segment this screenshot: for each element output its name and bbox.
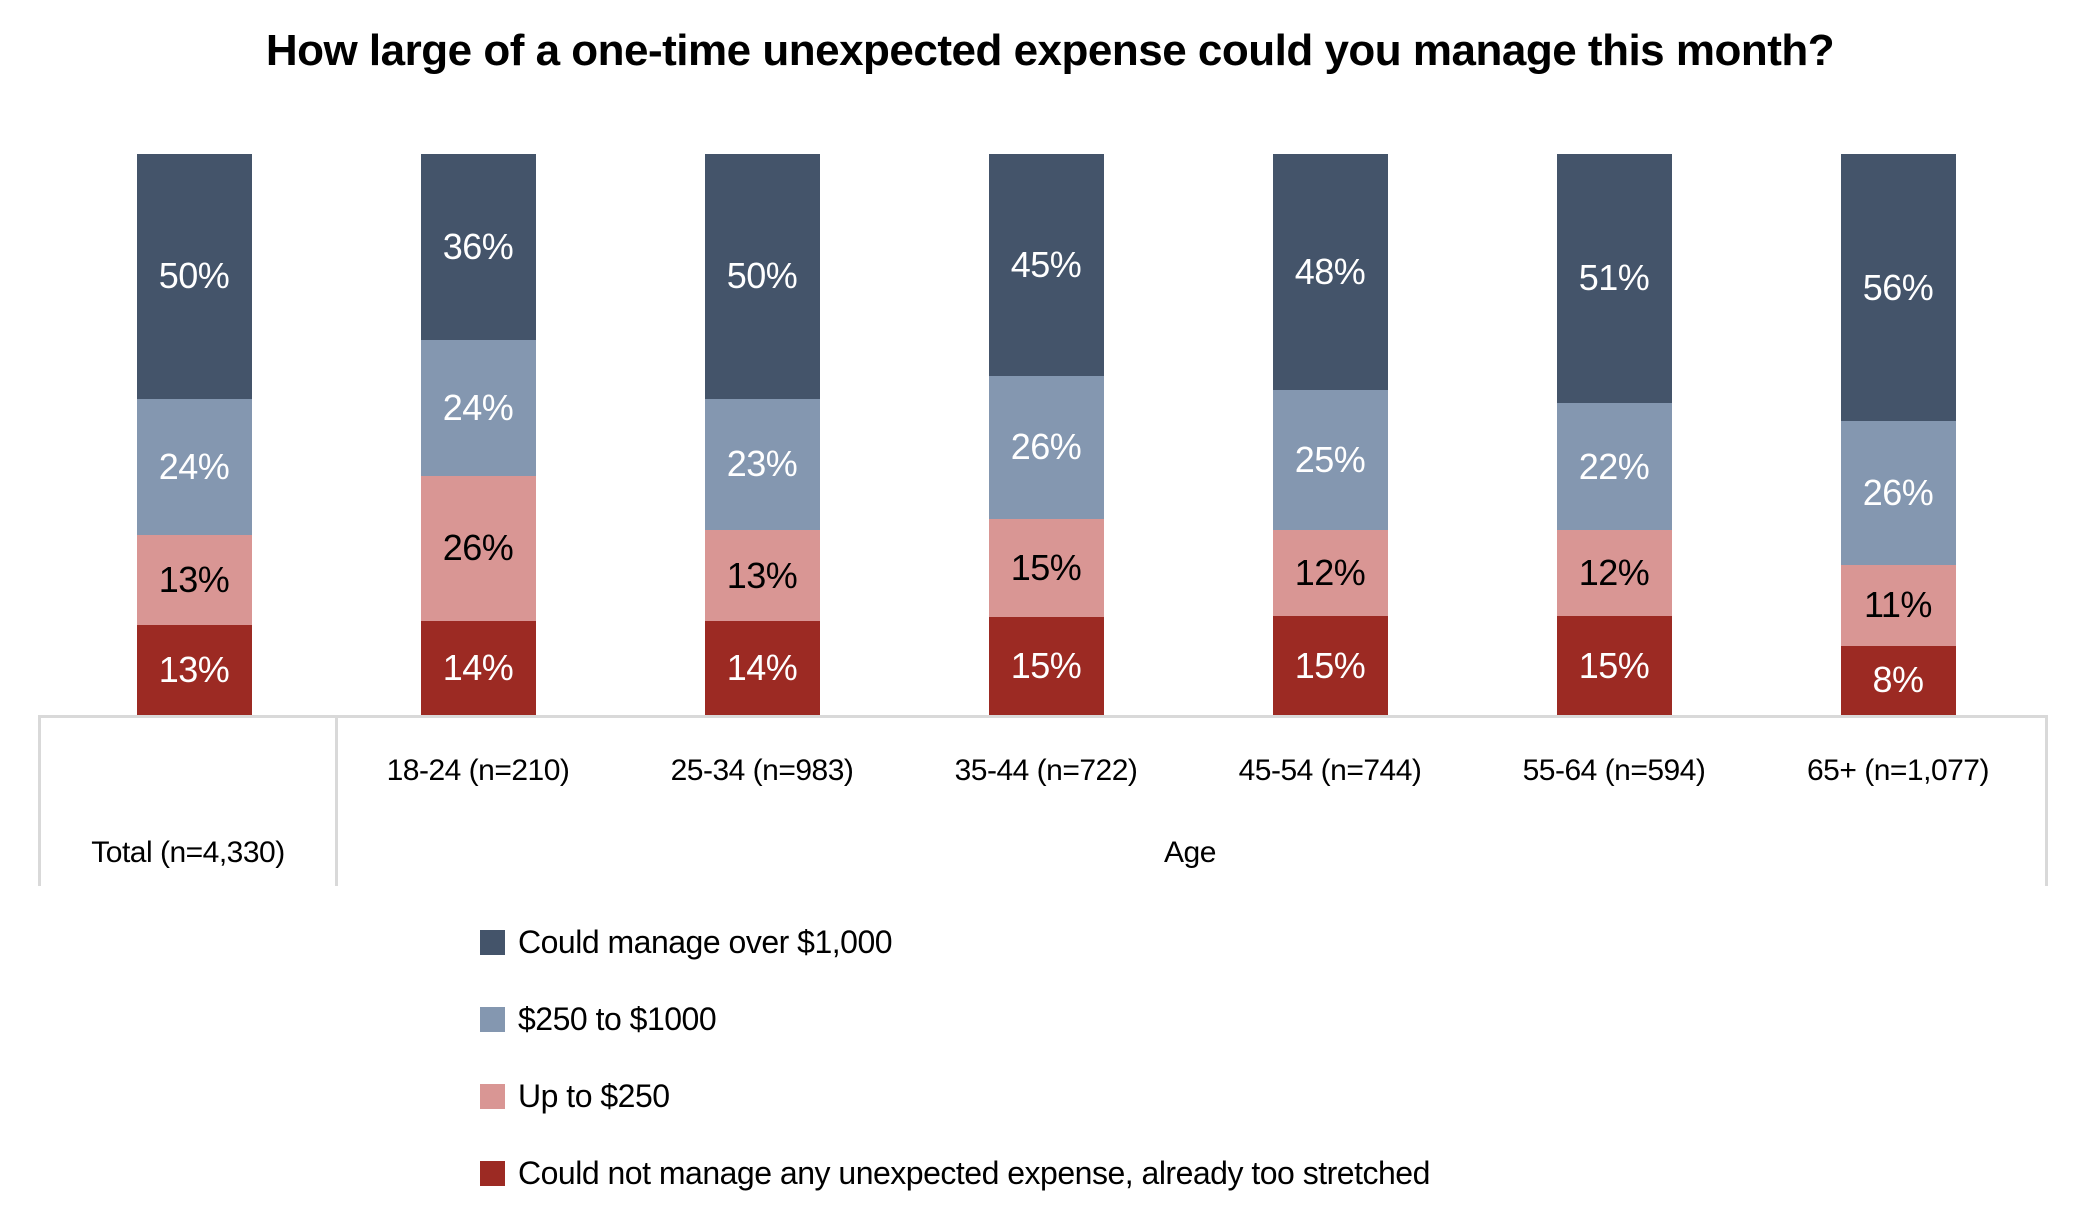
axis-category-label: 45-54 (n=744) — [1238, 754, 1422, 787]
bar-segment: 12% — [1272, 530, 1388, 617]
bar-segment-value-label: 15% — [1010, 547, 1082, 589]
bar-segment-value-label: 12% — [1294, 552, 1366, 594]
axis-total-separator — [335, 715, 338, 886]
bar-segment-value-label: 8% — [1872, 659, 1924, 701]
axis-top-border — [38, 715, 2048, 718]
bar-segment-value-label: 56% — [1862, 266, 1934, 308]
bar-segment: 23% — [704, 398, 820, 531]
stacked-bar: 51% 22% 12% 15% — [1556, 154, 1672, 715]
bar-segment-value-label: 13% — [158, 558, 230, 600]
legend-label: Up to $250 — [518, 1078, 670, 1114]
axis-right-border — [2045, 715, 2048, 886]
bar-segment-value-label: 36% — [442, 226, 514, 268]
legend-label: Could not manage any unexpected expense,… — [518, 1155, 1430, 1191]
bar-segment: 50% — [704, 154, 820, 399]
bar-segment-value-label: 14% — [726, 646, 798, 688]
axis-category-label: 55-64 (n=594) — [1522, 754, 1706, 787]
axis-left-border — [38, 715, 41, 886]
bar-segment-value-label: 23% — [726, 443, 798, 485]
bar-segment-value-label: 26% — [442, 527, 514, 569]
stacked-bar: 36% 24% 26% 14% — [420, 154, 536, 715]
bar-segment-value-label: 13% — [726, 554, 798, 596]
bar-segment-value-label: 26% — [1010, 426, 1082, 468]
bar-segment: 15% — [988, 519, 1104, 618]
chart-title: How large of a one-time unexpected expen… — [265, 26, 1835, 75]
axis-group-label: Age — [1164, 836, 1216, 869]
legend-swatch-icon — [480, 929, 505, 955]
bar-segment: 51% — [1556, 154, 1672, 403]
legend-swatch-icon — [480, 1006, 505, 1032]
bar-segment: 8% — [1840, 645, 1956, 715]
bar-segment-value-label: 24% — [442, 387, 514, 429]
legend-label: Could manage over $1,000 — [518, 924, 893, 960]
legend-item: Could manage over $1,000 — [480, 924, 893, 960]
bar-segment-value-label: 26% — [1862, 471, 1934, 513]
bar-segment: 26% — [420, 476, 536, 621]
bar-segment: 14% — [420, 620, 536, 715]
bar-segment: 11% — [1840, 564, 1956, 646]
bar-segment: 13% — [136, 534, 252, 625]
bar-segment-value-label: 15% — [1010, 645, 1082, 687]
legend-label: $250 to $1000 — [518, 1001, 717, 1037]
legend-item: $250 to $1000 — [480, 1001, 717, 1037]
bar-segment-value-label: 13% — [158, 648, 230, 690]
bar-segment-value-label: 51% — [1578, 257, 1650, 299]
bar-segment: 24% — [136, 398, 252, 535]
bar-segment: 26% — [988, 375, 1104, 520]
bar-segment: 25% — [1272, 390, 1388, 531]
legend-swatch-icon — [480, 1160, 505, 1186]
bar-segment: 14% — [704, 620, 820, 715]
bar-segment: 56% — [1840, 154, 1956, 422]
legend-swatch-icon — [480, 1083, 505, 1109]
bar-segment-value-label: 45% — [1010, 243, 1082, 285]
axis-category-label: 18-24 (n=210) — [386, 754, 570, 787]
bar-segment: 24% — [420, 340, 536, 477]
stacked-bar: 48% 25% 12% 15% — [1272, 154, 1388, 715]
bar-segment-value-label: 24% — [158, 445, 230, 487]
bar-segment: 26% — [1840, 421, 1956, 565]
legend-item: Up to $250 — [480, 1078, 670, 1114]
bar-segment-value-label: 50% — [726, 255, 798, 297]
legend-item: Could not manage any unexpected expense,… — [480, 1155, 1430, 1191]
stacked-bar: 50% 23% 13% 14% — [704, 154, 820, 715]
bar-segment-value-label: 15% — [1578, 644, 1650, 686]
bar-segment: 36% — [420, 154, 536, 341]
bar-segment: 48% — [1272, 154, 1388, 391]
stacked-bar: 56% 26% 11% 8% — [1840, 154, 1956, 715]
bar-segment-value-label: 25% — [1294, 439, 1366, 481]
bar-segment: 15% — [988, 617, 1104, 716]
bar-segment-value-label: 15% — [1294, 644, 1366, 686]
bar-segment: 13% — [704, 530, 820, 621]
stacked-bar: 45% 26% 15% 15% — [988, 154, 1104, 716]
bar-segment: 13% — [136, 624, 252, 715]
stacked-bar: 50% 24% 13% 13% — [136, 154, 252, 715]
bar-segment-value-label: 22% — [1578, 445, 1650, 487]
bar-segment: 15% — [1272, 616, 1388, 715]
bar-segment-value-label: 14% — [442, 646, 514, 688]
bar-segment: 45% — [988, 154, 1104, 376]
axis-total-label: Total (n=4,330) — [91, 836, 285, 869]
axis-category-label: 25-34 (n=983) — [670, 754, 854, 787]
axis-category-label: 35-44 (n=722) — [954, 754, 1138, 787]
bar-segment-value-label: 48% — [1294, 251, 1366, 293]
bar-segment: 50% — [136, 154, 252, 399]
bar-segment: 12% — [1556, 530, 1672, 617]
bar-segment-value-label: 50% — [158, 255, 230, 297]
axis-category-label: 65+ (n=1,077) — [1807, 754, 1989, 787]
bar-segment-value-label: 12% — [1578, 552, 1650, 594]
bar-segment: 15% — [1556, 616, 1672, 715]
bar-segment-value-label: 11% — [1864, 584, 1932, 626]
bar-segment: 22% — [1556, 402, 1672, 531]
